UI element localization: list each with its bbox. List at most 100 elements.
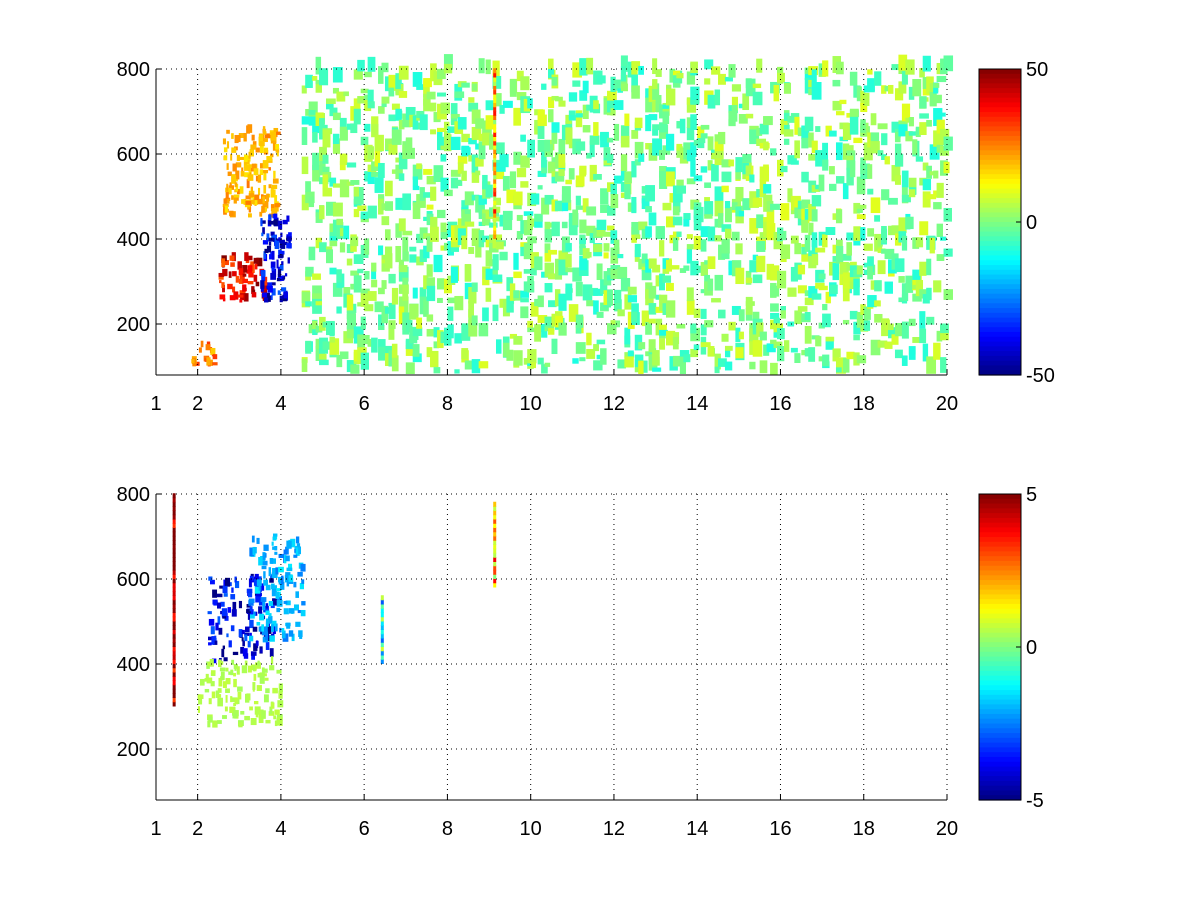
heatmap-cell (271, 250, 275, 260)
heatmap-cell (252, 665, 256, 672)
heatmap-cell (582, 80, 589, 94)
heatmap-cell (265, 626, 272, 634)
heatmap-cell (275, 143, 280, 150)
heatmap-cell (659, 329, 668, 336)
heatmap-cell (548, 161, 556, 174)
heatmap-cell (279, 254, 284, 258)
heatmap-cell (212, 354, 218, 360)
heatmap-cell (388, 302, 396, 320)
heatmap-cell (250, 614, 255, 619)
heatmap-cell (247, 591, 253, 598)
heatmap-cell (502, 342, 510, 357)
heatmap-cell (544, 221, 551, 234)
heatmap-cell (475, 170, 481, 176)
heatmap-cell (693, 235, 702, 250)
heatmap-cell (236, 196, 239, 201)
colorbar-segment (979, 107, 1021, 113)
heatmap-cell (905, 275, 914, 293)
heatmap-cell (804, 234, 811, 252)
heatmap-cell (219, 294, 226, 300)
heatmap-cell (457, 162, 464, 174)
heatmap-cell (380, 612, 384, 618)
heatmap-cell (217, 602, 222, 609)
heatmap-cell (253, 547, 257, 554)
heatmap-cell (818, 322, 825, 329)
colorbar-segment (979, 83, 1021, 89)
heatmap-cell (241, 199, 246, 204)
colorbar-segment (979, 116, 1021, 123)
heatmap-cell (172, 557, 176, 562)
heatmap-cell (263, 673, 267, 677)
heatmap-cell (493, 514, 497, 520)
heatmap-cell (568, 110, 576, 119)
heatmap-cell (908, 189, 916, 198)
heatmap-cell (936, 75, 947, 83)
heatmap-cell (364, 304, 374, 312)
heatmap-cell (842, 122, 852, 141)
heatmap-cell (493, 127, 497, 133)
heatmap-cell (738, 210, 745, 217)
heatmap-cell (728, 159, 734, 167)
heatmap-cell (172, 569, 176, 575)
heatmap-cell (489, 134, 496, 150)
heatmap-cell (222, 715, 227, 719)
heatmap-cell (652, 264, 661, 273)
heatmap-cell (275, 567, 279, 575)
heatmap-cell (502, 100, 513, 108)
heatmap-cell (527, 320, 534, 329)
heatmap-cell (416, 84, 426, 90)
colorbar-segment (979, 150, 1021, 156)
heatmap-cell (853, 202, 861, 214)
heatmap-cell (412, 287, 418, 299)
heatmap-cell (936, 119, 945, 134)
heatmap-cell (527, 327, 536, 333)
colorbar-segment (979, 584, 1021, 591)
heatmap-cell (238, 722, 243, 728)
heatmap-cell (225, 187, 232, 195)
heatmap-cell (693, 344, 700, 351)
heatmap-cell (199, 678, 205, 686)
heatmap-cell (478, 361, 489, 369)
heatmap-cell (258, 582, 261, 591)
heatmap-cell (565, 283, 573, 301)
heatmap-cell (254, 586, 261, 594)
heatmap-cell (738, 331, 744, 340)
heatmap-cell (259, 144, 264, 154)
colorbar-segment (979, 183, 1021, 190)
heatmap-cell (919, 122, 927, 135)
heatmap-cell (208, 642, 212, 646)
heatmap-cell (693, 206, 704, 223)
heatmap-cell (492, 254, 499, 271)
heatmap-cell (419, 287, 427, 298)
heatmap-cell (312, 320, 318, 330)
heatmap-cell (384, 180, 393, 197)
heatmap-cell (468, 138, 477, 145)
heatmap-cell (613, 289, 622, 303)
heatmap-cell (419, 114, 428, 131)
heatmap-cell (575, 141, 586, 151)
heatmap-cell (672, 216, 683, 226)
heatmap-cell (607, 90, 617, 101)
heatmap-cell (648, 114, 658, 121)
heatmap-cell (172, 620, 176, 626)
heatmap-cell (780, 306, 786, 311)
heatmap-cell (568, 92, 578, 102)
heatmap-cell (263, 579, 268, 586)
heatmap-cell (315, 56, 322, 75)
heatmap-cell (551, 127, 558, 144)
heatmap-cell (270, 131, 277, 141)
heatmap-cell (905, 59, 915, 75)
heatmap-cell (822, 303, 828, 311)
heatmap-cell (254, 194, 260, 201)
heatmap-cell (645, 206, 652, 213)
colorbar-segment (979, 145, 1021, 151)
heatmap-cell (172, 603, 176, 609)
heatmap-cell (787, 287, 797, 297)
heatmap-cell (679, 356, 686, 374)
heatmap-cell (248, 578, 252, 588)
heatmap-cell (272, 533, 278, 537)
heatmap-cell (245, 259, 250, 264)
heatmap-cell (232, 713, 237, 719)
heatmap-cell (172, 514, 176, 520)
heatmap-cell (416, 163, 422, 170)
